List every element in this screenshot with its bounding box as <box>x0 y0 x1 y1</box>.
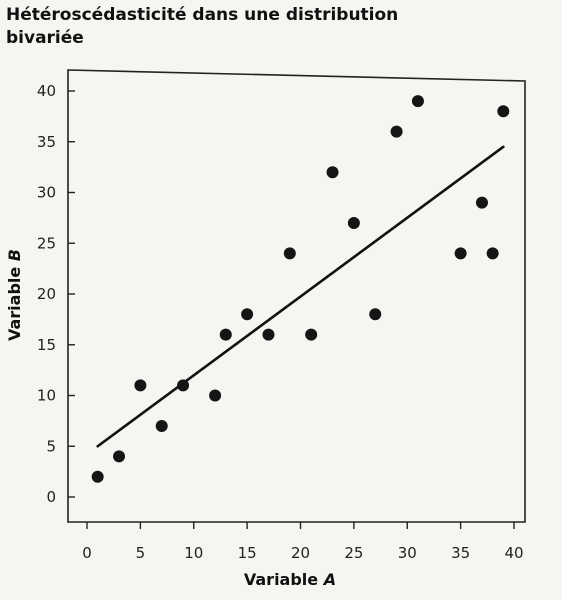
chart-title: Hétéroscédasticité dans une distribution… <box>6 5 399 48</box>
x-tick-label: 30 <box>398 544 417 562</box>
x-axis-ticks: 0 5 10 15 20 25 30 35 40 <box>82 522 524 562</box>
plot-border <box>67 69 526 523</box>
data-point <box>155 419 168 432</box>
plot-frame <box>67 69 526 523</box>
data-point <box>241 308 254 321</box>
data-point <box>219 328 232 341</box>
trend-line <box>96 145 505 448</box>
data-points <box>91 95 510 483</box>
data-point <box>209 389 222 402</box>
data-point <box>91 470 104 483</box>
y-axis-ticks: 0 5 10 15 20 25 30 35 40 <box>37 82 75 506</box>
y-tick-label: 10 <box>37 387 56 405</box>
x-tick-label: 5 <box>136 544 146 562</box>
x-axis-label: Variable A <box>244 570 336 589</box>
y-tick-label: 0 <box>46 488 56 506</box>
trend-line-group <box>96 145 505 448</box>
x-tick-label: 35 <box>451 544 470 562</box>
data-point <box>326 166 339 179</box>
data-point <box>497 105 510 118</box>
data-point <box>134 379 147 392</box>
y-tick-label: 20 <box>37 285 56 303</box>
y-tick-label: 40 <box>37 82 56 100</box>
y-tick-label: 25 <box>37 234 56 252</box>
x-tick-label: 0 <box>82 544 92 562</box>
y-tick-label: 35 <box>37 133 56 151</box>
y-tick-label: 5 <box>46 437 56 455</box>
y-tick-label: 30 <box>37 184 56 202</box>
data-point <box>177 379 190 392</box>
data-point <box>411 95 424 108</box>
data-point <box>475 196 488 209</box>
data-point <box>305 328 318 341</box>
x-tick-label: 25 <box>344 544 363 562</box>
data-point <box>283 247 296 260</box>
y-tick-label: 15 <box>37 336 56 354</box>
data-point <box>390 125 403 138</box>
data-point <box>347 216 360 229</box>
data-point <box>113 450 126 463</box>
x-tick-label: 20 <box>291 544 310 562</box>
y-axis-label: Variable B <box>5 249 24 341</box>
data-point <box>454 247 467 260</box>
x-tick-label: 10 <box>184 544 203 562</box>
x-tick-label: 40 <box>504 544 523 562</box>
data-point <box>262 328 275 341</box>
data-point <box>486 247 499 260</box>
data-point <box>369 308 382 321</box>
x-tick-label: 15 <box>238 544 257 562</box>
